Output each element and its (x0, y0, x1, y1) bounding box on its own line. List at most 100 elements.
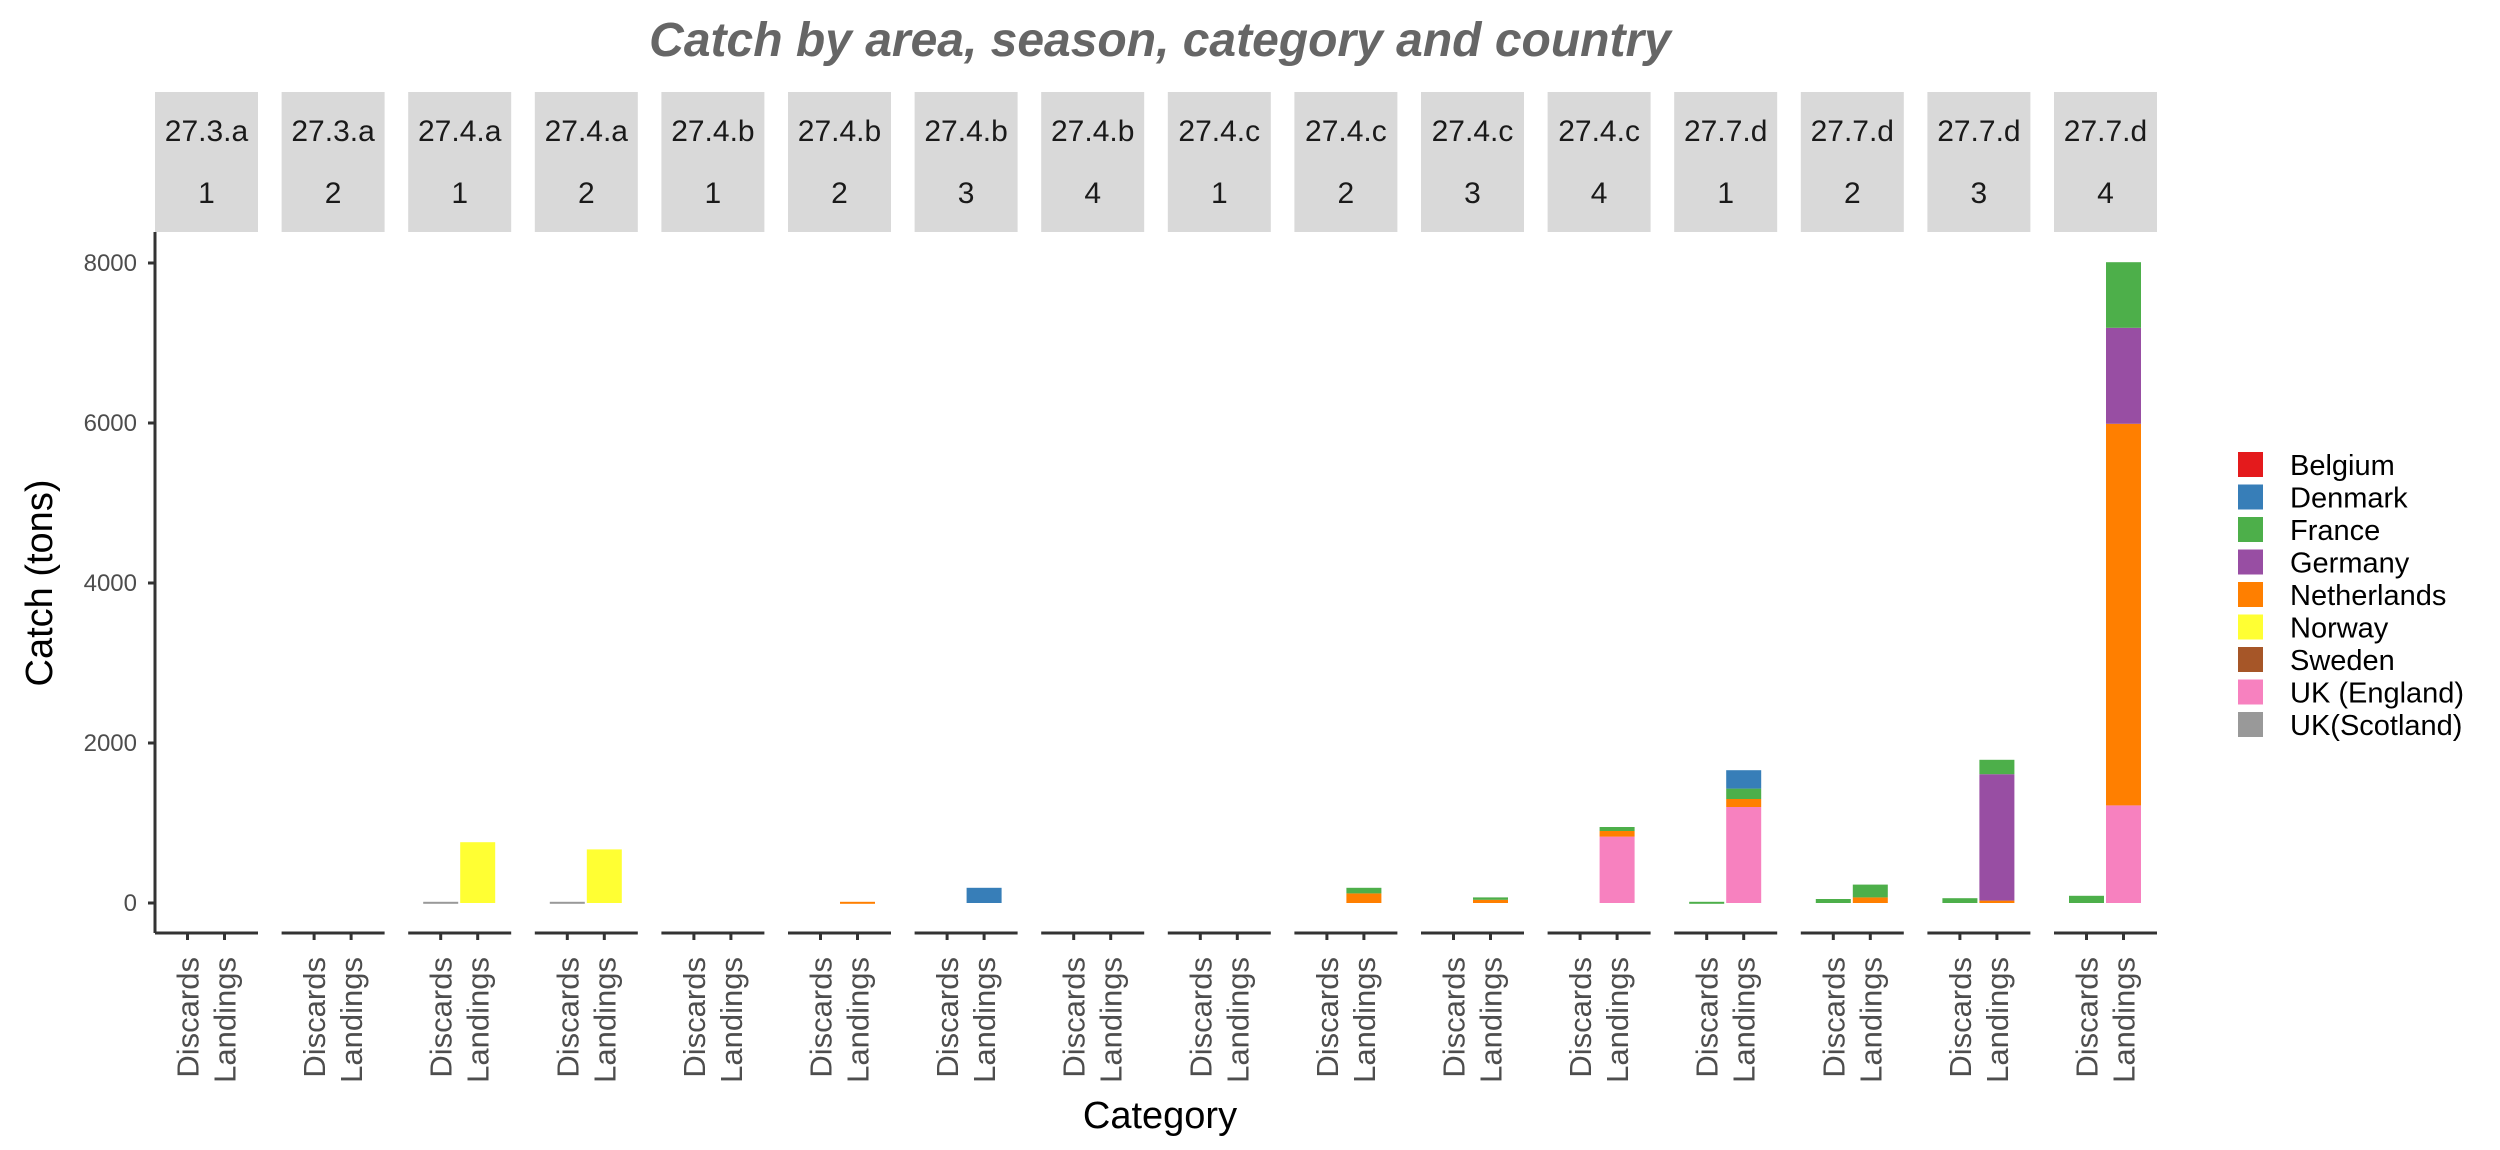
facet-strip (281, 92, 385, 232)
x-tick-label: Landings (1727, 957, 1762, 1083)
legend-swatch (2238, 582, 2263, 607)
facet-season-label: 4 (1084, 177, 1101, 210)
facet-panel: 27.4.b 1 Discards Landings (661, 92, 765, 1083)
facet-area-label: 27.4.c (1178, 115, 1260, 148)
x-tick-label: Discards (1690, 957, 1725, 1078)
bar-segment (1979, 774, 2015, 901)
x-tick-label: Discards (424, 957, 459, 1078)
facet-area-label: 27.3.a (165, 115, 249, 148)
y-tick-label: 0 (124, 890, 137, 917)
facet-panel: 27.3.a 2 Discards Landings (281, 92, 385, 1083)
x-tick-label: Discards (2070, 957, 2105, 1078)
x-tick-label: Discards (677, 957, 712, 1078)
facet-strip (1800, 92, 1904, 232)
facet-strip (1547, 92, 1651, 232)
facet-strip (1421, 92, 1524, 232)
legend-label: Germany (2290, 548, 2410, 580)
facet-strip (2054, 92, 2157, 232)
bar-segment (1689, 901, 1725, 904)
y-axis-title: Catch (tons) (19, 480, 61, 687)
legend-swatch (2238, 517, 2263, 542)
bar-segment (2106, 805, 2141, 903)
y-tick-label: 4000 (84, 570, 137, 597)
bar-segment (1599, 827, 1635, 831)
bar-segment (1815, 899, 1851, 903)
x-tick-label: Landings (1600, 957, 1635, 1083)
facet-panel: 27.7.d 2 Discards Landings (1800, 92, 1904, 1083)
facet-season-label: 2 (1844, 177, 1861, 210)
facet-area-label: 27.7.d (1937, 115, 2020, 148)
facet-season-label: 3 (1464, 177, 1481, 210)
x-tick-label: Landings (1347, 957, 1382, 1083)
facet-panel: 27.3.a 1 Discards Landings (155, 92, 258, 1083)
y-axis: 0 2000 4000 6000 8000 (84, 232, 157, 933)
bar-segment (549, 901, 585, 904)
facet-area-label: 27.4.b (924, 115, 1007, 148)
facet-area-label: 27.4.a (418, 115, 502, 148)
facet-panel: 27.4.c 3 Discards Landings (1421, 92, 1524, 1083)
bar-segment (1726, 788, 1762, 799)
facet-panel: 27.7.d 3 Discards Landings (1927, 92, 2031, 1083)
facet-panel: 27.4.b 3 Discards Landings (914, 92, 1018, 1083)
facet-strip (1167, 92, 1271, 232)
facet-area-label: 27.4.b (671, 115, 754, 148)
facet-season-label: 3 (1971, 177, 1988, 210)
x-tick-label: Discards (550, 957, 585, 1078)
facet-area-label: 27.7.d (1684, 115, 1767, 148)
legend-swatch (2238, 484, 2263, 510)
bar-segment (840, 901, 875, 904)
facet-area-label: 27.4.b (1051, 115, 1134, 148)
chart-title: Catch by area, season, category and coun… (649, 14, 1673, 67)
facet-panel: 27.4.c 4 Discards Landings (1547, 92, 1651, 1083)
facet-season-label: 1 (705, 177, 722, 210)
legend-label: Netherlands (2290, 580, 2446, 612)
legend-label: Norway (2290, 613, 2389, 645)
facet-strip (155, 92, 258, 232)
x-tick-label: Landings (1980, 957, 2015, 1083)
bar-segment (1599, 831, 1635, 837)
facet-season-label: 2 (831, 177, 848, 210)
x-tick-label: Discards (1816, 957, 1851, 1078)
facet-season-label: 2 (1338, 177, 1355, 210)
bar-segment (1852, 897, 1888, 903)
x-tick-label: Landings (2107, 957, 2142, 1083)
legend-swatch (2238, 614, 2263, 640)
legend-swatch (2238, 647, 2263, 672)
facet-area-label: 27.4.c (1558, 115, 1640, 148)
x-tick-label: Landings (1853, 957, 1888, 1083)
facet-panel: 27.7.d 4 Discards Landings (2054, 92, 2157, 1083)
bar-segment (423, 901, 459, 904)
bar-segment (1942, 898, 1978, 903)
facet-panel: 27.4.b 2 Discards Landings (788, 92, 891, 1083)
legend-swatch (2238, 679, 2263, 705)
legend-swatch (2238, 712, 2263, 737)
facet-strip (661, 92, 765, 232)
x-tick-label: Landings (334, 957, 369, 1083)
legend-swatch (2238, 452, 2263, 477)
bar-segment (1726, 807, 1762, 903)
facet-season-label: 2 (578, 177, 595, 210)
facet-season-label: 1 (198, 177, 215, 210)
facet-panel: 27.7.d 1 Discards Landings (1674, 92, 1778, 1083)
legend-label: UK(Scotland) (2290, 710, 2462, 742)
facet-area-label: 27.4.b (798, 115, 881, 148)
bar-segment (1599, 836, 1635, 903)
x-tick-label: Discards (297, 957, 332, 1078)
x-tick-label: Discards (930, 957, 965, 1078)
x-tick-label: Landings (1474, 957, 1509, 1083)
facet-season-label: 4 (1591, 177, 1608, 210)
facet-strip (914, 92, 1018, 232)
x-tick-label: Discards (1183, 957, 1218, 1078)
x-axis-title: Category (1083, 1095, 1237, 1137)
legend-label: UK (England) (2290, 678, 2464, 710)
y-tick-label: 2000 (84, 730, 137, 757)
y-tick-label: 8000 (84, 250, 137, 277)
x-tick-label: Landings (841, 957, 876, 1083)
facet-strip (1927, 92, 2031, 232)
bar-segment (586, 849, 622, 903)
bar-segment (1346, 893, 1382, 903)
bar-segment (2106, 262, 2141, 328)
facet-season-label: 4 (2097, 177, 2114, 210)
y-tick-label: 6000 (84, 410, 137, 437)
facet-area-label: 27.4.a (545, 115, 629, 148)
